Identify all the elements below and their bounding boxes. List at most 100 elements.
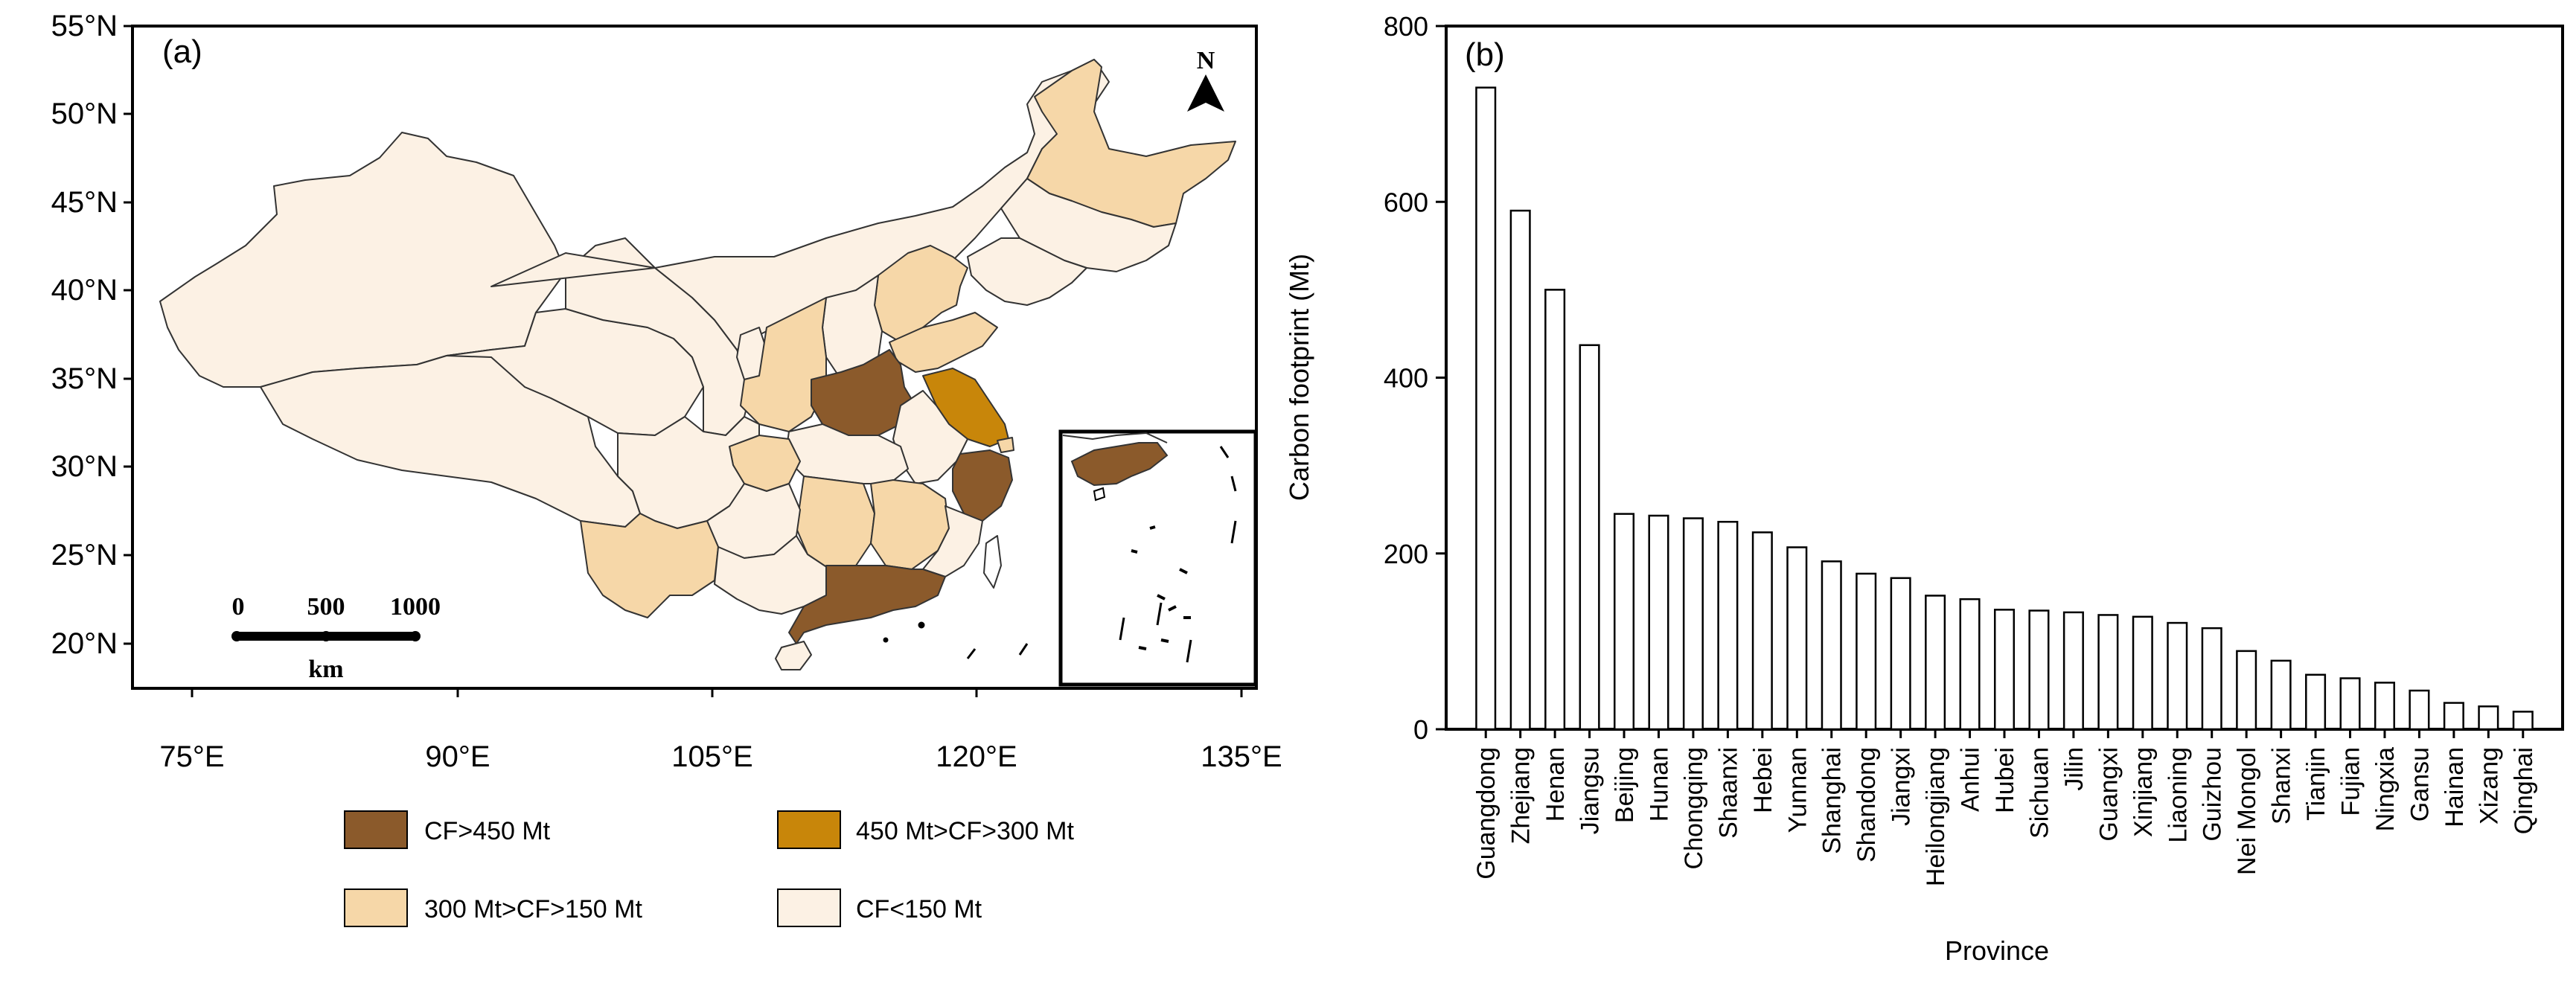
province-taiwan [983, 535, 1002, 589]
x-tick-label: Shanxi [2268, 747, 2296, 824]
scale-bar: 0 500 1000 km [231, 593, 441, 683]
x-axis: Guangdong Zhejiang Henan Jiangsu Beijing Huna… [1472, 729, 2538, 886]
scale-tick-label: 500 [307, 593, 345, 621]
bar-liaoning [2167, 621, 2188, 731]
legend-swatch [777, 810, 841, 849]
lat-label: 25°N [51, 539, 118, 571]
x-tick-label: Shandong [1853, 747, 1881, 862]
lat-label: 55°N [51, 10, 118, 42]
x-tick-label: Shaanxi [1714, 747, 1742, 839]
province-shaanxi [740, 297, 827, 432]
x-tick-label: Qinghai [2510, 747, 2538, 834]
bar-nei-mongol [2236, 650, 2257, 731]
bar-panel-label: (b) [1465, 36, 1505, 73]
legend-item: 450 Mt>CF>300 Mt [777, 810, 1074, 849]
map-lat-axis: 55°N 50°N 45°N 40°N 35°N 30°N 25°N 20°N [51, 10, 132, 660]
x-axis-title: Province [1945, 935, 2049, 966]
legend-swatch [344, 888, 408, 927]
bar-jilin [2062, 611, 2084, 731]
province-shandong [889, 312, 998, 373]
province-hainan [775, 641, 812, 670]
y-axis-title: Carbon footprint (Mt) [1284, 254, 1314, 501]
bar-beijing [1614, 513, 1635, 731]
y-tick-label: 800 [1384, 11, 1428, 42]
bar-tianjin [2305, 673, 2327, 731]
x-tick-label: Tianjin [2302, 747, 2330, 821]
legend-item: CF>450 Mt [344, 810, 551, 849]
province-fujian [922, 505, 983, 577]
lat-label: 50°N [51, 97, 118, 130]
lon-label: 120°E [936, 740, 1017, 773]
svg-text:N: N [1197, 47, 1215, 74]
x-tick-label: Guangdong [1472, 747, 1500, 880]
legend-label: 300 Mt>CF>150 Mt [424, 895, 642, 923]
legend-item: CF<150 Mt [777, 888, 982, 927]
x-tick-label: Beijing [1611, 747, 1639, 823]
x-tick-label: Jilin [2060, 747, 2088, 791]
province-hunan [796, 476, 875, 570]
bar-chongqing [1682, 517, 1704, 731]
x-tick-label: Guizhou [2199, 747, 2227, 842]
map-lon-axis: 75°E 90°E 105°E 120°E 135°E [159, 688, 1282, 773]
legend-item: 300 Mt>CF>150 Mt [344, 888, 642, 927]
x-tick-label: Xinjiang [2129, 747, 2158, 837]
x-tick-label: Nei Mongol [2233, 747, 2261, 875]
china-province-map [159, 59, 1236, 670]
province-liaoning [967, 237, 1087, 306]
x-tick-label: Jiangsu [1576, 747, 1605, 834]
bar-hebei [1751, 531, 1773, 731]
province-hubei [784, 423, 909, 484]
x-tick-label: Ningxia [2371, 747, 2400, 831]
x-tick-label: Xizang [2475, 747, 2503, 824]
coastal-islands [883, 621, 1029, 659]
scale-unit-label: km [308, 656, 343, 683]
south-china-sea-inset [1058, 429, 1258, 687]
map-panel-label: (a) [162, 33, 202, 70]
lon-label: 135°E [1201, 740, 1282, 773]
x-tick-label: Shanghai [1818, 747, 1847, 854]
x-tick-label: Henan [1541, 747, 1570, 822]
x-tick-label: Chongqing [1680, 747, 1708, 869]
bar-hubei [1993, 609, 2016, 731]
x-tick-label: Zhejiang [1507, 747, 1535, 844]
bar-chart-panel: (b) Carbon footprint (Mt) Province 0 200 4… [1284, 11, 2564, 966]
map-panel: 55°N 50°N 45°N 40°N 35°N 30°N 25°N 20°N … [51, 10, 1282, 927]
province-xinjiang [159, 132, 566, 388]
y-tick-label: 600 [1384, 187, 1428, 217]
legend-label: CF>450 Mt [424, 817, 551, 845]
bar-fujian [2339, 677, 2361, 731]
x-tick-label: Hebei [1749, 747, 1777, 813]
lat-label: 30°N [51, 450, 118, 483]
y-tick-label: 0 [1413, 714, 1428, 745]
x-tick-label: Fujian [2337, 747, 2365, 816]
bar-jiangxi [1890, 577, 1911, 731]
bar-shanxi [2270, 659, 2292, 731]
y-axis: 0 200 400 600 800 [1384, 11, 1446, 745]
x-tick-label: Heilongjiang [1922, 747, 1950, 886]
x-tick-label: Hunan [1645, 747, 1673, 822]
bar-shandong [1856, 572, 1877, 731]
north-arrow-icon: N [1187, 47, 1224, 112]
x-tick-label: Guangxi [2094, 747, 2123, 842]
bar-hainan [2443, 702, 2464, 731]
y-tick-label: 400 [1384, 363, 1428, 394]
bar-guangxi [2097, 614, 2119, 731]
lat-label: 45°N [51, 186, 118, 219]
y-tick-label: 200 [1384, 539, 1428, 569]
bar-shanghai [1821, 560, 1842, 731]
province-shanghai [997, 437, 1014, 453]
bar-gansu [2409, 689, 2430, 731]
bar-zhejiang [1509, 209, 1531, 731]
province-heilongjiang [1026, 59, 1236, 228]
bar-henan [1544, 289, 1566, 731]
lon-label: 90°E [425, 740, 490, 773]
lon-label: 105°E [671, 740, 752, 773]
province-zhejiang [952, 449, 1013, 522]
legend-label: 450 Mt>CF>300 Mt [856, 817, 1074, 845]
map-legend: CF>450 Mt 450 Mt>CF>300 Mt 300 Mt>CF>150… [344, 810, 1074, 927]
x-tick-label: Yunnan [1783, 747, 1812, 833]
bar-xizang [2478, 705, 2499, 731]
x-tick-label: Jiangxi [1888, 747, 1916, 826]
x-tick-label: Liaoning [2164, 747, 2192, 843]
